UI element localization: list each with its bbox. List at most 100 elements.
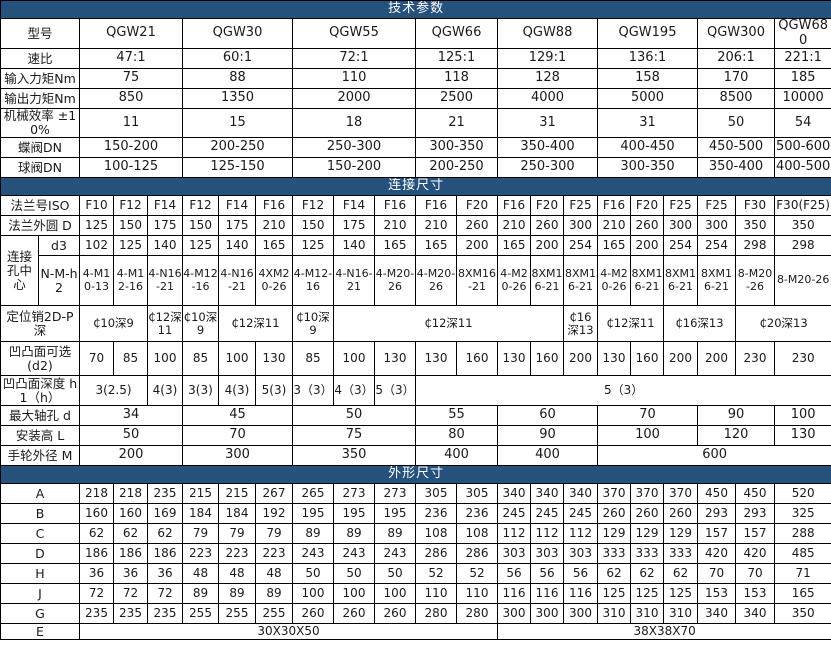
table-cell: 186 (113, 543, 148, 565)
table-cell: 175 (218, 215, 256, 237)
table-cell: 184 (182, 503, 219, 525)
table-cell: 110 (456, 583, 498, 605)
table-cell: 210 (497, 215, 531, 237)
table-cell: 79 (182, 523, 219, 545)
table-cell: 223 (182, 543, 219, 565)
table-cell: 70 (182, 425, 293, 447)
table-cell: F12 (182, 195, 219, 217)
table-row: 凹凸面深度 h1（h） 3(2.5) 4(3) 3(3) 4(3) 5(3) 3（3） 4（3… (0, 375, 831, 407)
table-cell: 235 (147, 603, 183, 625)
spec-table-body: 技术参数 型号 QGW21 QGW30 QGW55 QGW66 QGW88 QGW195 QGW… (0, 0, 831, 641)
table-cell: QGW680 (773, 17, 831, 50)
table-cell: 160 (630, 341, 664, 377)
table-row: 连接孔中心 d3 102 125 140 125 140 165 125 140 165 165 200… (0, 235, 831, 307)
table-cell: 303 (530, 543, 564, 565)
table-cell: 333 (663, 543, 698, 565)
table-cell: 100 (597, 425, 698, 447)
table-cell: 200 (456, 235, 498, 257)
table-cell: 370 (663, 483, 698, 505)
table-cell: 112 (497, 523, 531, 545)
table-cell: F16 (374, 195, 416, 217)
table-cell: 218 (79, 483, 114, 505)
table-cell: 254 (563, 235, 598, 257)
table-cell: 136:1 (597, 48, 698, 70)
table-cell: 4-N16-21 (218, 255, 256, 307)
table-cell: 4-M20-26 (415, 255, 457, 307)
table-cell: 5000 (597, 88, 698, 110)
table-cell: 110 (415, 583, 457, 605)
table-cell: 54 (773, 108, 831, 139)
table-cell: 21 (415, 108, 498, 139)
row-label: 手轮外径 M (0, 445, 80, 467)
table-cell: 280 (415, 603, 457, 625)
table-cell: 38X38X70 (496, 623, 831, 641)
table-cell: ₵16深13 (563, 305, 598, 343)
table-cell: 260 (456, 215, 498, 237)
table-cell: 102 (79, 235, 114, 257)
table-cell: 129 (663, 523, 698, 545)
table-cell: 15 (182, 108, 293, 139)
table-cell: 112 (530, 523, 564, 545)
table-cell: 221:1 (773, 48, 831, 70)
table-cell: 10000 (773, 88, 831, 110)
table-cell: ₵12深11 (597, 305, 664, 343)
table-cell: 130 (255, 341, 293, 377)
table-cell: 310 (663, 603, 698, 625)
table-cell: 8XM16-21 (630, 255, 664, 307)
table-cell: 450 (697, 483, 736, 505)
table-cell: 50 (333, 563, 375, 585)
table-row: E 30X30X50 38X38X70 (0, 623, 831, 641)
table-cell: 200 (530, 235, 564, 257)
table-cell: 8XM16-21 (530, 255, 564, 307)
table-cell: 125-150 (182, 157, 293, 179)
table-cell: 175 (333, 215, 375, 237)
table-cell: 31 (597, 108, 698, 139)
table-cell: 116 (530, 583, 564, 605)
table-cell: 185 (773, 68, 831, 90)
table-cell: 223 (218, 543, 256, 565)
row-label: 球阀DN (0, 157, 80, 179)
table-cell: 165 (255, 235, 293, 257)
table-cell: 5(3) (255, 375, 293, 407)
table-cell: 303 (563, 543, 598, 565)
table-cell: 100 (333, 583, 375, 605)
table-cell: 450-500 (697, 137, 775, 159)
table-cell: 243 (333, 543, 375, 565)
table-cell: 200 (79, 445, 183, 467)
table-cell: 223 (255, 543, 293, 565)
table-cell: 400 (497, 445, 598, 467)
table-cell: 4000 (497, 88, 598, 110)
table-cell: 4-M10-13 (79, 255, 114, 307)
table-cell: 175 (147, 215, 183, 237)
table-cell: 165 (415, 235, 457, 257)
row-label: 法兰号ISO (0, 195, 80, 217)
table-cell: 129 (597, 523, 631, 545)
row-label: B (0, 503, 80, 525)
row-label: 安装高 L (0, 425, 80, 447)
table-cell: 125 (292, 235, 334, 257)
table-cell: 100 (218, 341, 256, 377)
table-cell: 157 (735, 523, 775, 545)
table-cell: 89 (292, 523, 334, 545)
table-row: J 72 72 72 89 89 89 100 100 100 110 110 116 116 116 125… (0, 583, 831, 605)
row-label: N-M-h2 (38, 255, 80, 307)
table-cell: 160 (113, 503, 148, 525)
table-cell: 79 (218, 523, 256, 545)
table-cell: 195 (292, 503, 334, 525)
table-cell: 210 (597, 215, 631, 237)
table-cell: 89 (333, 523, 375, 545)
table-cell: QGW55 (292, 17, 416, 50)
table-cell: 254 (663, 235, 698, 257)
row-label: J (0, 583, 80, 605)
table-cell: 400-500 (773, 157, 831, 179)
table-cell: 293 (735, 503, 775, 525)
table-cell: 300 (497, 603, 531, 625)
table-cell: 210 (415, 215, 457, 237)
table-row: 定位销2D-P深 ₵10深9 ₵12深11 ₵10深9 ₵12深11 ₵10深9 ₵12深1… (0, 305, 831, 343)
table-cell: 8-M20-26 (773, 255, 831, 307)
table-cell: 245 (563, 503, 598, 525)
table-cell: 70 (697, 563, 736, 585)
section-header: 连接尺寸 (0, 177, 831, 197)
table-cell: 36 (113, 563, 148, 585)
table-row: 法兰外圆 D 125 150 175 150 175 210 150 175 210 210 260 2… (0, 215, 831, 237)
